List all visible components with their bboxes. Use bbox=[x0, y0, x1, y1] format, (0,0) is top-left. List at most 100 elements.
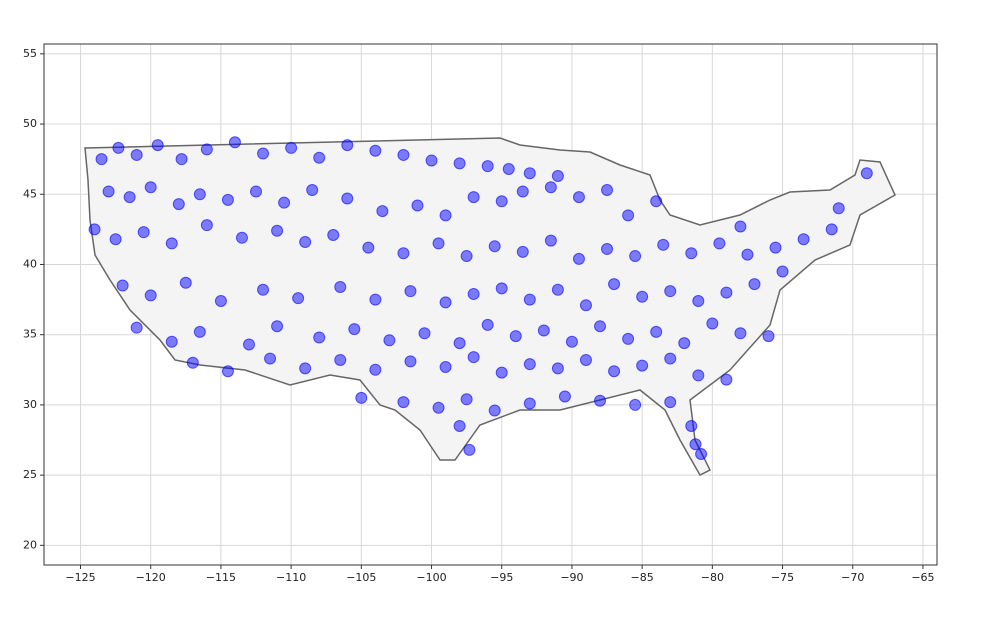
point bbox=[544, 181, 557, 194]
point bbox=[439, 209, 452, 222]
y-tick-label: 25 bbox=[23, 468, 37, 481]
point bbox=[292, 292, 305, 305]
point bbox=[664, 352, 677, 365]
x-tick-label: −125 bbox=[65, 571, 95, 584]
point bbox=[411, 199, 424, 212]
point bbox=[334, 280, 347, 293]
y-tick-label: 55 bbox=[23, 47, 37, 60]
point bbox=[362, 241, 375, 254]
point bbox=[439, 296, 452, 309]
point bbox=[467, 191, 480, 204]
point bbox=[509, 330, 522, 343]
point bbox=[228, 136, 241, 149]
point bbox=[495, 282, 508, 295]
point bbox=[657, 238, 670, 251]
x-tick-label: −85 bbox=[631, 571, 654, 584]
point bbox=[685, 419, 698, 432]
point bbox=[860, 167, 873, 180]
point bbox=[327, 228, 340, 241]
point bbox=[130, 321, 143, 334]
point bbox=[594, 394, 607, 407]
point bbox=[650, 325, 663, 338]
point bbox=[264, 352, 277, 365]
point bbox=[544, 234, 557, 247]
point bbox=[516, 245, 529, 258]
point bbox=[88, 223, 101, 236]
y-tick-label: 20 bbox=[23, 538, 37, 551]
point bbox=[695, 448, 708, 461]
point bbox=[579, 353, 592, 366]
point bbox=[271, 224, 284, 237]
point bbox=[685, 247, 698, 260]
point bbox=[748, 278, 761, 291]
point bbox=[397, 396, 410, 409]
point bbox=[221, 193, 234, 206]
point bbox=[523, 167, 536, 180]
point bbox=[762, 330, 775, 343]
point bbox=[664, 396, 677, 409]
point bbox=[488, 404, 501, 417]
point bbox=[369, 293, 382, 306]
point bbox=[235, 231, 248, 244]
point bbox=[432, 237, 445, 250]
point bbox=[102, 185, 115, 198]
point bbox=[713, 237, 726, 250]
point bbox=[636, 290, 649, 303]
points bbox=[88, 136, 873, 461]
point bbox=[776, 265, 789, 278]
point bbox=[650, 195, 663, 208]
point bbox=[481, 160, 494, 173]
point bbox=[165, 237, 178, 250]
y-tick-label: 50 bbox=[23, 117, 37, 130]
point bbox=[418, 327, 431, 340]
point bbox=[193, 188, 206, 201]
point bbox=[734, 327, 747, 340]
point bbox=[825, 223, 838, 236]
point bbox=[278, 196, 291, 209]
point bbox=[692, 294, 705, 307]
point bbox=[341, 139, 354, 152]
point bbox=[797, 233, 810, 246]
point bbox=[551, 170, 564, 183]
point bbox=[144, 289, 157, 302]
point bbox=[594, 320, 607, 333]
point bbox=[172, 198, 185, 211]
point bbox=[516, 185, 529, 198]
point bbox=[186, 356, 199, 369]
point bbox=[692, 369, 705, 382]
point bbox=[537, 324, 550, 337]
point bbox=[453, 157, 466, 170]
point bbox=[112, 141, 125, 154]
point bbox=[622, 332, 635, 345]
point bbox=[453, 337, 466, 350]
point bbox=[355, 391, 368, 404]
x-tick-label: −120 bbox=[136, 571, 166, 584]
point bbox=[383, 334, 396, 347]
y-tick-label: 45 bbox=[23, 187, 37, 200]
point bbox=[629, 250, 642, 263]
x-tick-label: −100 bbox=[416, 571, 446, 584]
point bbox=[214, 294, 227, 307]
point bbox=[242, 338, 255, 351]
point bbox=[769, 241, 782, 254]
x-tick-label: −95 bbox=[490, 571, 513, 584]
point bbox=[608, 365, 621, 378]
point bbox=[404, 285, 417, 298]
point bbox=[608, 278, 621, 291]
point bbox=[622, 209, 635, 222]
point bbox=[250, 185, 263, 198]
point bbox=[601, 243, 614, 256]
point bbox=[313, 151, 326, 164]
point bbox=[179, 276, 192, 289]
point bbox=[502, 162, 515, 175]
point bbox=[664, 285, 677, 298]
point bbox=[453, 419, 466, 432]
point bbox=[551, 283, 564, 296]
point bbox=[369, 144, 382, 157]
point bbox=[734, 220, 747, 233]
point bbox=[116, 279, 129, 292]
point bbox=[306, 184, 319, 197]
x-tick-label: −75 bbox=[771, 571, 794, 584]
y-tick-label: 40 bbox=[23, 257, 37, 270]
